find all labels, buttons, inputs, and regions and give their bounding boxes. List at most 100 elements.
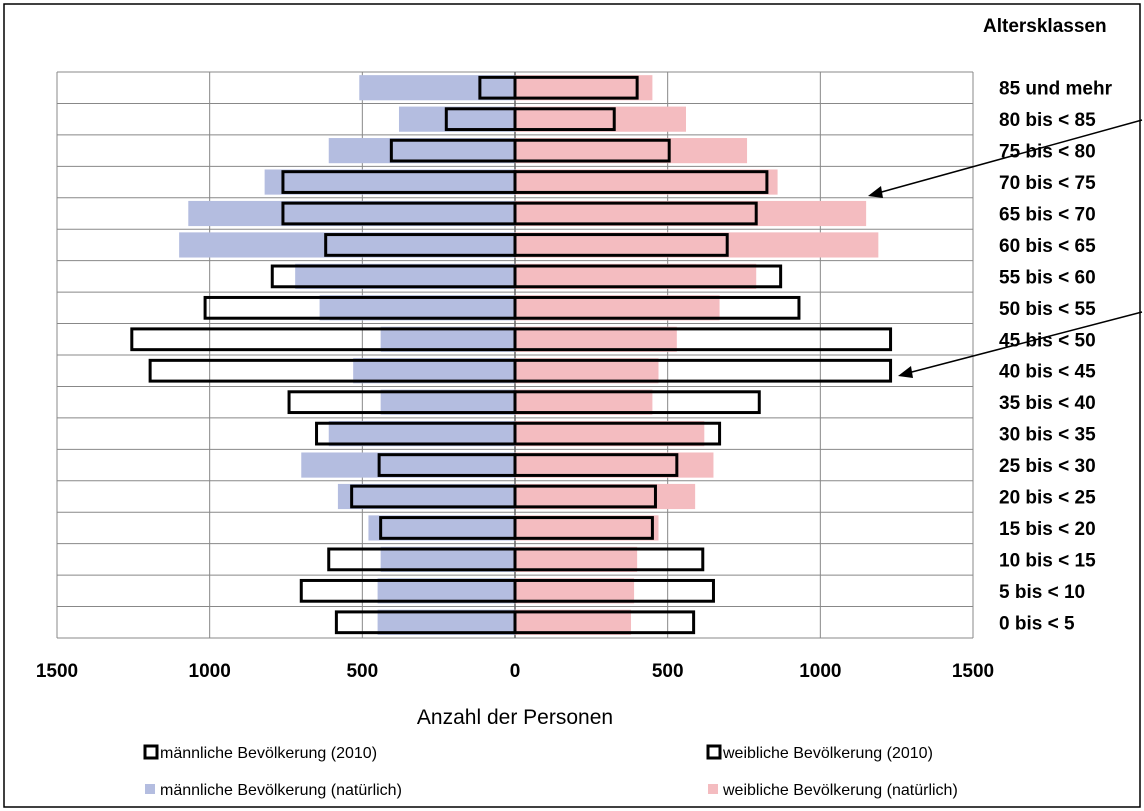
bar-female-2010: [513, 578, 715, 603]
age-class-label: 35 bis < 40: [999, 393, 1096, 414]
bar-female-natural: [515, 452, 714, 478]
bar-female-2010: [513, 453, 679, 477]
bar-male-natural: [188, 200, 515, 227]
legend-swatch-female-natural: [708, 784, 718, 794]
age-class-label: 85 und mehr: [999, 79, 1113, 100]
x-axis-label: Anzahl der Personen: [417, 706, 613, 729]
bar-female-natural: [515, 232, 879, 258]
bar-female-natural: [515, 138, 748, 164]
bar-male-natural: [380, 389, 515, 415]
bar-female-natural: [515, 546, 638, 572]
bar-male-natural: [368, 515, 515, 541]
age-class-label: 5 bis < 10: [999, 582, 1085, 603]
bar-female-natural: [515, 295, 720, 321]
legend-label-female-2010: weibliche Bevölkerung (2010): [722, 745, 933, 762]
annotation-arrow-upper-head: [868, 186, 883, 198]
bar-male-natural: [380, 326, 515, 352]
age-class-label: 20 bis < 25: [999, 488, 1096, 509]
annotation-arrows: [868, 119, 1143, 378]
bar-female-2010: [513, 358, 893, 383]
bar-female-2010: [513, 138, 671, 163]
bar-male-natural: [328, 138, 515, 164]
bar-female-natural: [515, 75, 653, 101]
age-class-label: 30 bis < 35: [999, 425, 1096, 446]
legend: männliche Bevölkerung (2010) weibliche B…: [143, 744, 958, 799]
legend-swatch-female-2010: [706, 744, 722, 760]
x-tick-label: 500: [652, 661, 684, 682]
bar-female-natural: [515, 200, 867, 227]
bar-female-2010: [513, 201, 758, 226]
age-class-label: 45 bis < 50: [999, 330, 1096, 351]
bar-female-2010: [513, 547, 705, 572]
legend-swatch-male-2010: [143, 744, 159, 760]
bar-male-natural: [377, 578, 515, 604]
annotation-arrow-lower: [907, 311, 1143, 374]
age-class-label: 55 bis < 60: [999, 267, 1096, 288]
age-class-label: 40 bis < 45: [999, 362, 1096, 383]
bar-female-2010: [513, 295, 801, 320]
gridlines: [56, 71, 974, 639]
bar-female-natural: [515, 578, 635, 604]
bar-female-natural: [515, 389, 653, 415]
bar-female-2010: [513, 233, 729, 257]
age-class-labels: 0 bis < 5 5 bis < 10 10 bis < 15 15 bis < 2…: [999, 79, 1113, 635]
x-tick-label: 1000: [799, 661, 841, 682]
age-class-label: 60 bis < 65: [999, 236, 1096, 257]
x-tick-label: 1000: [189, 661, 231, 682]
bar-female-2010: [513, 516, 654, 540]
bar-male-natural: [301, 452, 515, 478]
bar-male-natural: [359, 75, 515, 101]
bar-male-natural: [328, 421, 515, 447]
bar-female-2010: [513, 327, 893, 352]
bar-female-natural: [515, 106, 686, 132]
bar-female-natural: [515, 169, 778, 195]
age-class-label: 10 bis < 15: [999, 550, 1096, 571]
bar-female-natural: [515, 358, 659, 384]
bar-female-2010: [513, 264, 783, 289]
legend-label-male-natural: männliche Bevölkerung (natürlich): [160, 782, 402, 799]
bar-male-natural: [179, 232, 515, 258]
bar-female-natural: [515, 263, 757, 289]
bar-female-2010: [513, 610, 696, 635]
x-tick-label: 1500: [952, 661, 994, 682]
bar-female-natural: [515, 515, 659, 541]
x-axis-ticks: 1500 1000 500 0 500 1000 1500: [36, 661, 994, 682]
x-tick-label: 1500: [36, 661, 78, 682]
bar-male-natural: [398, 106, 515, 132]
natural-population-bars: [179, 75, 879, 635]
bar-male-natural: [337, 483, 515, 510]
age-class-label: 0 bis < 5: [999, 613, 1075, 634]
bar-female-2010: [513, 484, 657, 509]
bar-female-natural: [515, 609, 632, 635]
bar-male-natural: [353, 358, 515, 384]
bar-male-natural: [377, 609, 515, 635]
bar-female-2010: [513, 390, 761, 415]
age-class-label: 65 bis < 70: [999, 205, 1096, 226]
legend-label-female-natural: weibliche Bevölkerung (natürlich): [722, 782, 958, 799]
legend-swatch-male-natural: [145, 784, 155, 794]
bar-male-natural: [264, 169, 515, 195]
x-tick-label: 500: [346, 661, 378, 682]
bar-female-2010: [513, 170, 769, 194]
x-tick-label: 0: [510, 661, 521, 682]
bar-male-natural: [295, 263, 515, 289]
age-class-label: 70 bis < 75: [999, 173, 1096, 194]
age-class-label: 50 bis < 55: [999, 299, 1096, 320]
bar-male-natural: [319, 295, 515, 321]
bar-female-natural: [515, 421, 705, 447]
age-class-label: 15 bis < 20: [999, 519, 1096, 540]
bar-female-2010: [513, 107, 616, 132]
bar-female-2010: [513, 421, 722, 446]
population-2010-bars: [130, 75, 893, 635]
bar-male-natural: [380, 546, 515, 572]
bar-female-2010: [513, 75, 639, 100]
age-class-label: 75 bis < 80: [999, 142, 1096, 163]
bar-female-natural: [515, 326, 677, 352]
annotation-arrow-upper: [877, 119, 1143, 194]
age-class-label: 80 bis < 85: [999, 110, 1096, 131]
legend-label-male-2010: männliche Bevölkerung (2010): [160, 745, 377, 762]
annotation-arrow-lower-head: [898, 366, 913, 378]
age-class-label: 25 bis < 30: [999, 456, 1096, 477]
age-class-header: Altersklassen: [983, 16, 1107, 37]
